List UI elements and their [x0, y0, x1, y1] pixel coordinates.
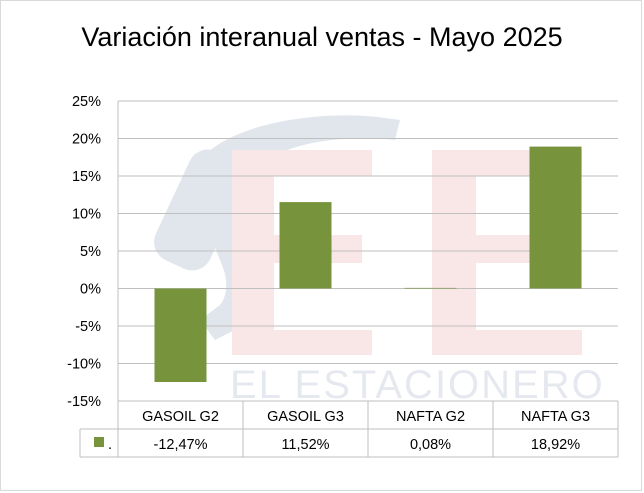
y-tick-label: -10% [67, 357, 101, 373]
bar-gasoil-g3 [279, 202, 332, 289]
bar-gasoil-g2 [154, 288, 207, 383]
y-tick-label: -15% [67, 394, 101, 410]
data-value-label: 18,92% [531, 437, 580, 453]
bar-nafta-g2 [404, 287, 457, 289]
y-tick-label: 25% [72, 94, 101, 110]
y-tick-label: 20% [72, 132, 101, 148]
y-tick-label: -5% [75, 319, 101, 335]
watermark-text: EL ESTACIONERO [230, 363, 605, 407]
data-value-label: 0,08% [410, 437, 451, 453]
y-tick-label: 10% [72, 207, 101, 223]
fuel-nozzle-grip [154, 149, 246, 271]
x-category-label: NAFTA G2 [396, 409, 465, 425]
y-tick-label: 0% [80, 282, 101, 298]
chart-title: Variación interanual ventas - Mayo 2025 [81, 22, 563, 52]
legend-key [94, 437, 104, 447]
x-category-label: GASOIL G3 [267, 409, 344, 425]
y-tick-label: 15% [72, 169, 101, 185]
bar-nafta-g3 [529, 146, 582, 289]
data-value-label: -12,47% [153, 437, 207, 453]
y-tick-label: 5% [80, 244, 101, 260]
x-category-label: GASOIL G2 [142, 409, 219, 425]
data-value-label: 11,52% [281, 437, 329, 453]
legend-series-name: . [108, 437, 112, 453]
x-category-label: NAFTA G3 [521, 409, 590, 425]
